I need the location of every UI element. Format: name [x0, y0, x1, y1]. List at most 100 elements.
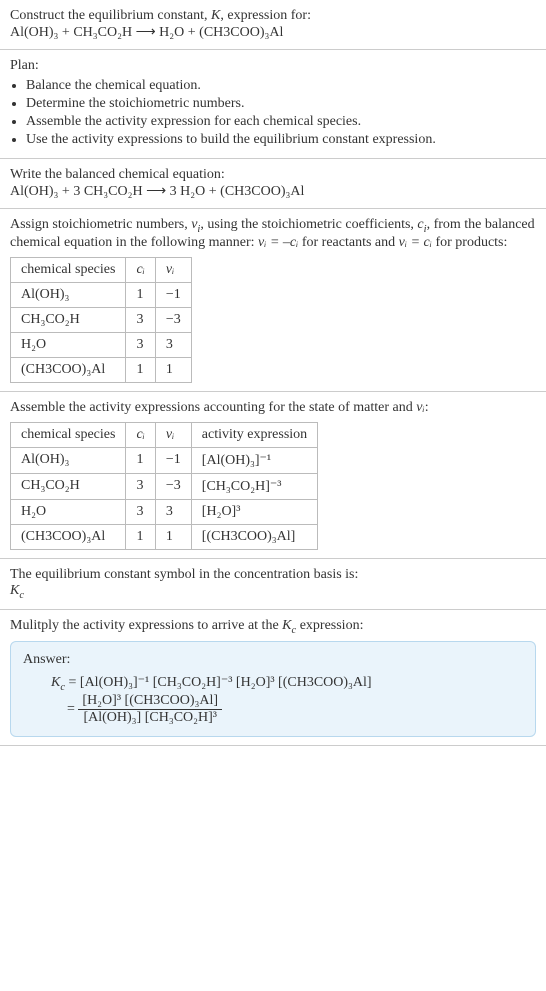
- cell: 3: [126, 499, 155, 524]
- th-nui: νᵢ: [155, 257, 191, 282]
- section-header: Construct the equilibrium constant, K, e…: [0, 0, 546, 50]
- stoich-rel2: νᵢ = cᵢ: [399, 235, 432, 250]
- activity-table: chemical species cᵢ νᵢ activity expressi…: [10, 422, 318, 550]
- header-text: Construct the equilibrium constant,: [10, 8, 211, 23]
- answer-eq2prefix: =: [67, 702, 78, 717]
- th-ci: cᵢ: [126, 257, 155, 282]
- cell: H₂O: [11, 332, 126, 357]
- cell: 3: [126, 307, 155, 332]
- table-row: (CH3COO)₃Al11: [11, 357, 192, 382]
- answer-box: Answer: Kc = [Al(OH)₃]⁻¹ [CH₃CO₂H]⁻³ [H₂…: [10, 641, 536, 737]
- activity-title-c: :: [425, 400, 429, 415]
- stoich-text-b: , using the stoichiometric coefficients,: [200, 217, 417, 232]
- answer-kc: Kc: [51, 675, 65, 690]
- multiply-b: expression:: [296, 618, 363, 633]
- th-species: chemical species: [11, 422, 126, 447]
- section-kc-symbol: The equilibrium constant symbol in the c…: [0, 559, 546, 610]
- plan-title: Plan:: [10, 58, 536, 74]
- cell: 1: [155, 524, 191, 549]
- multiply-a: Mulitply the activity expressions to arr…: [10, 618, 282, 633]
- table-row: (CH3COO)₃Al11[(CH3COO)₃Al]: [11, 524, 318, 549]
- activity-title: Assemble the activity expressions accoun…: [10, 400, 536, 416]
- answer-line2: = [H₂O]³ [(CH3COO)₃Al] [Al(OH)₃] [CH₃CO₂…: [67, 693, 523, 726]
- cell: 3: [126, 332, 155, 357]
- header-equation: Al(OH)₃ + CH₃CO₂H ⟶ H₂O + (CH3COO)₃Al: [10, 24, 536, 41]
- answer-num: [H₂O]³ [(CH3COO)₃Al]: [78, 693, 222, 710]
- answer-line1: Kc = [Al(OH)₃]⁻¹ [CH₃CO₂H]⁻³ [H₂O]³ [(CH…: [51, 674, 523, 693]
- kc-symbol-text: The equilibrium constant symbol in the c…: [10, 567, 536, 583]
- section-multiply: Mulitply the activity expressions to arr…: [0, 610, 546, 747]
- stoich-text-a: Assign stoichiometric numbers,: [10, 217, 191, 232]
- cell: 1: [126, 524, 155, 549]
- table-row: H₂O33: [11, 332, 192, 357]
- section-balanced: Write the balanced chemical equation: Al…: [0, 159, 546, 209]
- answer-eq: = [Al(OH)₃]⁻¹ [CH₃CO₂H]⁻³ [H₂O]³ [(CH3CO…: [65, 675, 372, 690]
- table-row: Al(OH)₃1−1[Al(OH)₃]⁻¹: [11, 447, 318, 473]
- section-stoich: Assign stoichiometric numbers, νi, using…: [0, 209, 546, 392]
- balanced-title: Write the balanced chemical equation:: [10, 167, 536, 183]
- kc-sub: c: [19, 590, 24, 601]
- stoich-ci: ci: [417, 217, 426, 232]
- plan-item: Determine the stoichiometric numbers.: [26, 96, 536, 112]
- cell: (CH3COO)₃Al: [11, 524, 126, 549]
- table-row: Al(OH)₃1−1: [11, 282, 192, 307]
- table-header-row: chemical species cᵢ νᵢ: [11, 257, 192, 282]
- cell: CH₃CO₂H: [11, 307, 126, 332]
- cell: [Al(OH)₃]⁻¹: [191, 447, 317, 473]
- section-plan: Plan: Balance the chemical equation. Det…: [0, 50, 546, 159]
- plan-item: Use the activity expressions to build th…: [26, 132, 536, 148]
- plan-list: Balance the chemical equation. Determine…: [10, 78, 536, 148]
- stoich-table: chemical species cᵢ νᵢ Al(OH)₃1−1 CH₃CO₂…: [10, 257, 192, 383]
- cell: −3: [155, 473, 191, 499]
- cell: −1: [155, 447, 191, 473]
- th-nui: νᵢ: [155, 422, 191, 447]
- cell: 3: [155, 332, 191, 357]
- cell: Al(OH)₃: [11, 447, 126, 473]
- stoich-nu: νi: [191, 217, 200, 232]
- cell: CH₃CO₂H: [11, 473, 126, 499]
- cell: H₂O: [11, 499, 126, 524]
- section-activity: Assemble the activity expressions accoun…: [0, 392, 546, 559]
- cell: 1: [126, 447, 155, 473]
- stoich-text: Assign stoichiometric numbers, νi, using…: [10, 217, 536, 251]
- activity-title-b: νᵢ: [416, 400, 424, 415]
- stoich-text-e: for products:: [432, 235, 507, 250]
- cell: 1: [155, 357, 191, 382]
- th-activity: activity expression: [191, 422, 317, 447]
- header-line1: Construct the equilibrium constant, K, e…: [10, 8, 536, 24]
- th-ci: cᵢ: [126, 422, 155, 447]
- stoich-rel1: νᵢ = –cᵢ: [258, 235, 298, 250]
- cell: (CH3COO)₃Al: [11, 357, 126, 382]
- table-row: CH₃CO₂H3−3[CH₃CO₂H]⁻³: [11, 473, 318, 499]
- cell: −3: [155, 307, 191, 332]
- cell: [CH₃CO₂H]⁻³: [191, 473, 317, 499]
- th-species: chemical species: [11, 257, 126, 282]
- header-text2: , expression for:: [220, 8, 311, 23]
- kc-K: K: [10, 583, 19, 598]
- header-K: K: [211, 8, 220, 23]
- multiply-kc: Kc: [282, 618, 296, 633]
- answer-fraction: [H₂O]³ [(CH3COO)₃Al] [Al(OH)₃] [CH₃CO₂H]…: [78, 693, 222, 726]
- answer-label: Answer:: [23, 652, 523, 668]
- cell: [H₂O]³: [191, 499, 317, 524]
- activity-title-a: Assemble the activity expressions accoun…: [10, 400, 416, 415]
- cell: −1: [155, 282, 191, 307]
- balanced-equation: Al(OH)₃ + 3 CH₃CO₂H ⟶ 3 H₂O + (CH3COO)₃A…: [10, 183, 536, 200]
- cell: 1: [126, 357, 155, 382]
- table-row: CH₃CO₂H3−3: [11, 307, 192, 332]
- plan-item: Assemble the activity expression for eac…: [26, 114, 536, 130]
- cell: 1: [126, 282, 155, 307]
- ak: K: [51, 675, 60, 690]
- table-header-row: chemical species cᵢ νᵢ activity expressi…: [11, 422, 318, 447]
- multiply-text: Mulitply the activity expressions to arr…: [10, 618, 536, 636]
- cell: 3: [126, 473, 155, 499]
- mk: K: [282, 618, 291, 633]
- plan-item: Balance the chemical equation.: [26, 78, 536, 94]
- table-row: H₂O33[H₂O]³: [11, 499, 318, 524]
- cell: 3: [155, 499, 191, 524]
- cell: [(CH3COO)₃Al]: [191, 524, 317, 549]
- stoich-text-d: for reactants and: [298, 235, 398, 250]
- cell: Al(OH)₃: [11, 282, 126, 307]
- kc-symbol: Kc: [10, 583, 536, 601]
- answer-den: [Al(OH)₃] [CH₃CO₂H]³: [78, 710, 222, 726]
